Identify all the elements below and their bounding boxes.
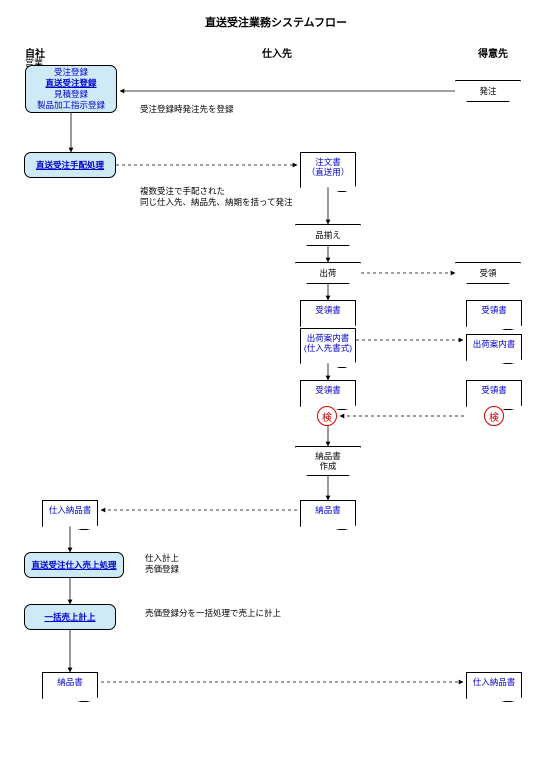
annotation-text: 複数受注で手配された同じ仕入先、納品先、納期を括って発注 [140,186,293,208]
proc-line: 直送受注仕入売上処理 [31,560,116,571]
annotation-text: 売価登録分を一括処理で売上に計上 [145,608,281,619]
proc-line: 一括売上計上 [44,612,95,623]
process-box: 直送受注仕入売上処理 [24,552,124,578]
manual-op-shape: 発注 [455,80,521,102]
document-shape: 注文書（直送用） [300,152,356,192]
annotation-text: 仕入計上売価登録 [145,553,179,575]
proc-line: 見積登録 [54,89,88,100]
document-shape: 受領書 [466,300,522,330]
proc-line: 製品加工指示登録 [37,100,105,111]
stamp-circle: 検 [317,406,337,426]
document-shape: 納品書 [300,500,356,530]
document-shape: 仕入納品書 [42,500,98,530]
document-shape: 仕入納品書 [466,672,522,702]
annotation-text: 受注登録時発注先を登録 [140,104,234,115]
manual-op-shape: 出荷 [295,262,361,284]
document-shape: 納品書 [42,672,98,702]
process-box: 直送受注手配処理 [24,152,116,178]
manual-op-shape: 受領 [455,262,521,284]
proc-line: 直送受注登録 [45,78,96,89]
stamp-circle: 検 [484,406,504,426]
proc-line: 受注登録 [54,67,88,78]
document-shape: 出荷案内書 [466,334,522,364]
process-box: 受注登録直送受注登録見積登録製品加工指示登録 [25,65,117,113]
manual-op-shape: 納品書作成 [295,446,361,476]
process-box: 一括売上計上 [24,604,116,630]
manual-op-shape: 品揃え [295,224,361,246]
proc-line: 直送受注手配処理 [36,160,104,171]
document-shape: 出荷案内書(仕入先書式) [300,328,356,368]
document-shape: 受領書 [300,300,356,330]
